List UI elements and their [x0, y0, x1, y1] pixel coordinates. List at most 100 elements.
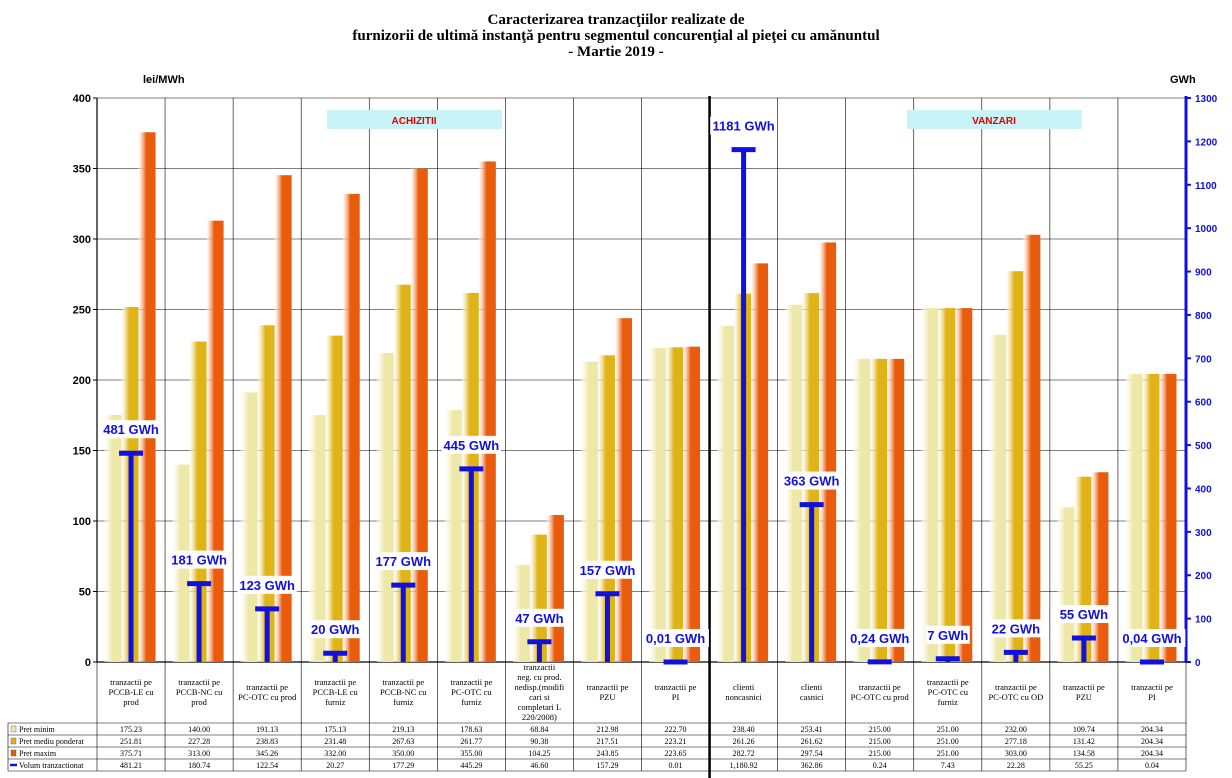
table-cell-value: 90.38 — [530, 737, 548, 746]
x-category-label: tranzactii pe — [995, 682, 1037, 692]
section-label-achizitii: ACHIZITII — [392, 116, 437, 127]
legend-series-name: Pret mediu ponderat — [19, 737, 85, 746]
volume-data-label: 177 GWh — [375, 554, 431, 569]
table-cell-value: 215.00 — [869, 725, 891, 734]
legend-series-name: Pret maxim — [19, 749, 57, 758]
table-cell-value: 0.04 — [1145, 761, 1159, 770]
table-cell-value: 109.74 — [1073, 725, 1095, 734]
x-category-label: clienti — [733, 682, 755, 692]
table-cell-value: 22.28 — [1007, 761, 1025, 770]
volume-data-label: 55 GWh — [1060, 607, 1108, 622]
x-category-label: tranzactii pe — [655, 682, 697, 692]
bar-pret-maxim — [139, 132, 156, 662]
bar-pret-minim — [1057, 507, 1074, 662]
x-category-label: PI — [1148, 692, 1156, 702]
table-cell-value: 204.34 — [1141, 737, 1163, 746]
bar-pret-maxim — [1023, 235, 1040, 662]
table-cell-value: 175.13 — [324, 725, 346, 734]
bar-pret-maxim — [1091, 472, 1108, 662]
x-category-label: tranzactii pe — [246, 682, 288, 692]
table-cell-value: 362.86 — [801, 761, 823, 770]
y-tick-label-left: 350 — [73, 164, 91, 176]
y-tick-label-right: 1300 — [1195, 94, 1218, 105]
y-tick-label-right: 1200 — [1195, 137, 1218, 148]
table-cell-value: 204.34 — [1141, 725, 1163, 734]
table-cell-value: 55.25 — [1075, 761, 1093, 770]
table-cell-value: 261.26 — [733, 737, 755, 746]
table-cell-value: 303.00 — [1005, 749, 1027, 758]
x-category-label: PZU — [1076, 692, 1092, 702]
table-cell-value: 332.00 — [324, 749, 346, 758]
bar-pret-minim — [581, 362, 598, 662]
x-category-label: PCCB-NC cu — [176, 687, 223, 697]
x-category-label: tranzactii — [524, 662, 556, 672]
table-cell-value: 261.77 — [460, 737, 482, 746]
legend-key — [11, 726, 16, 732]
bar-pret-maxim — [479, 161, 496, 662]
table-cell-value: 350.00 — [392, 749, 414, 758]
x-category-label: PC-OTC cu — [928, 687, 969, 697]
bar-pret-minim — [989, 335, 1006, 662]
y-tick-label-left: 200 — [73, 375, 91, 387]
section-label-vanzari: VANZARI — [972, 116, 1016, 127]
y-tick-label-right: 700 — [1195, 354, 1212, 365]
bar-pret-minim — [853, 359, 870, 662]
legend-series-name: Pret minim — [19, 725, 56, 734]
volume-data-label: 481 GWh — [103, 422, 159, 437]
table-cell-value: 215.00 — [869, 737, 891, 746]
table-cell-value: 277.18 — [1005, 737, 1027, 746]
volume-data-label: 181 GWh — [171, 553, 227, 568]
x-category-label: 220/2008) — [522, 712, 557, 722]
volume-data-label: 20 GWh — [311, 622, 359, 637]
x-category-label: PCCB-LE cu — [108, 687, 154, 697]
volume-data-label: 0,01 GWh — [646, 631, 705, 646]
table-cell-value: 7.43 — [941, 761, 955, 770]
table-cell-value: 180.74 — [188, 761, 210, 770]
table-cell-value: 253.41 — [801, 725, 823, 734]
legend-series-name: Volum tranzactionat — [19, 761, 84, 770]
x-category-label: tranzactii pe — [1131, 682, 1173, 692]
table-cell-value: 261.62 — [801, 737, 823, 746]
table-cell-value: 157.29 — [596, 761, 618, 770]
table-cell-value: 175.23 — [120, 725, 142, 734]
table-cell-value: 122.54 — [256, 761, 278, 770]
table-cell-value: 68.84 — [530, 725, 548, 734]
x-category-label: completari L — [518, 702, 562, 712]
y-tick-label-right: 200 — [1195, 571, 1212, 582]
y-tick-label-right: 0 — [1195, 658, 1201, 669]
table-cell-value: 215.00 — [869, 749, 891, 758]
x-category-label: PC-OTC cu prod — [851, 692, 910, 702]
table-cell-value: 232.00 — [1005, 725, 1027, 734]
bar-pret-minim — [1125, 374, 1142, 662]
x-category-label: tranzactii pe — [382, 677, 424, 687]
bar-pret-maxim — [207, 221, 224, 662]
table-cell-value: 267.63 — [392, 737, 414, 746]
bar-pret-mediu-ponderat — [870, 359, 887, 662]
y-tick-label-left: 50 — [79, 587, 91, 599]
bar-pret-maxim — [1159, 374, 1176, 662]
table-cell-value: 222.70 — [665, 725, 687, 734]
x-category-label: cari si — [529, 692, 550, 702]
table-cell-value: 134.58 — [1073, 749, 1095, 758]
table-cell-value: 355.00 — [460, 749, 482, 758]
y-tick-label-right: 1100 — [1195, 181, 1217, 192]
x-category-label: tranzactii pe — [110, 677, 152, 687]
table-cell-value: 140.00 — [188, 725, 210, 734]
table-cell-value: 297.54 — [801, 749, 823, 758]
y-tick-label-right: 800 — [1195, 311, 1212, 322]
bar-pret-maxim — [751, 263, 768, 662]
table-cell-value: 131.42 — [1073, 737, 1095, 746]
table-cell-value: 212.98 — [596, 725, 618, 734]
y-tick-label-left: 150 — [73, 446, 91, 458]
volume-data-label: 7 GWh — [927, 628, 968, 643]
table-cell-value: 251.81 — [120, 737, 142, 746]
y-tick-label-right: 600 — [1195, 398, 1212, 409]
table-cell-value: 238.40 — [733, 725, 755, 734]
volume-data-label: 445 GWh — [444, 438, 500, 453]
volume-data-label: 1181 GWh — [713, 119, 775, 134]
table-cell-value: 345.26 — [256, 749, 278, 758]
y-tick-label-right: 100 — [1195, 615, 1212, 626]
y-tick-label-left: 0 — [85, 657, 91, 669]
x-category-label: tranzactii pe — [927, 677, 969, 687]
x-category-label: PI — [672, 692, 680, 702]
